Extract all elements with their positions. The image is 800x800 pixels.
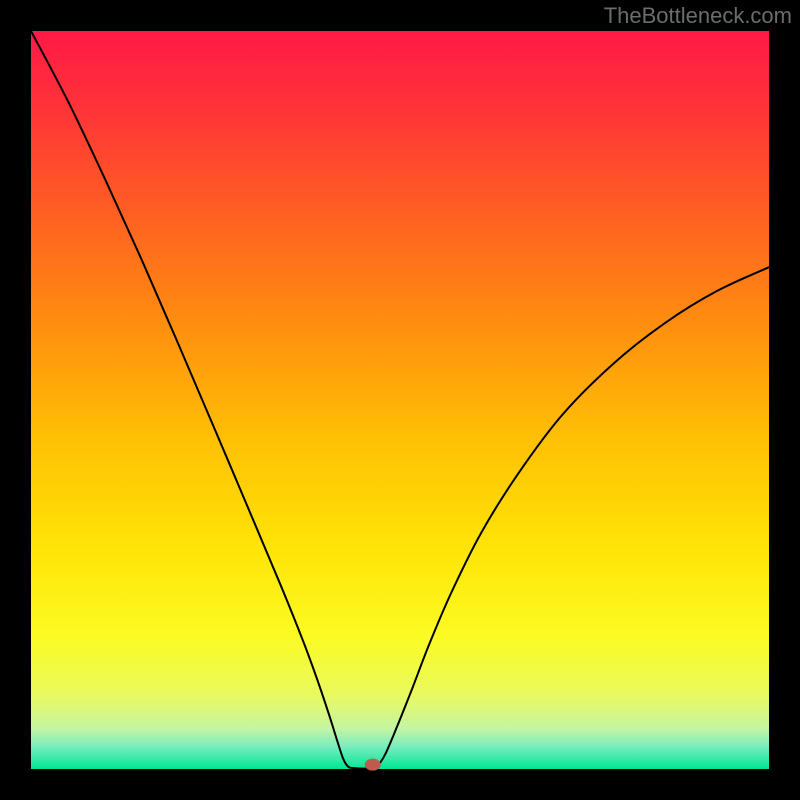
chart-container: TheBottleneck.com — [0, 0, 800, 800]
bottleneck-curve-chart — [0, 0, 800, 800]
watermark-label: TheBottleneck.com — [604, 3, 792, 29]
optimal-point-marker — [365, 759, 381, 771]
plot-background — [31, 31, 769, 769]
